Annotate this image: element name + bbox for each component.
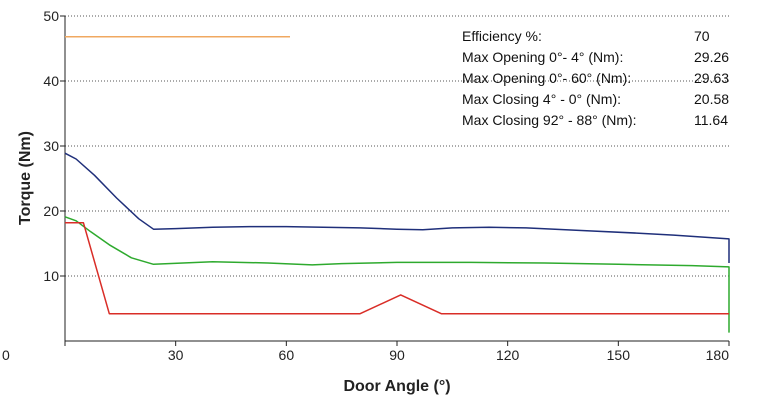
x-tick-label: 120 [496, 347, 520, 363]
stat-value: 29.63 [694, 70, 729, 86]
x-tick-label: 90 [389, 347, 405, 363]
y-tick-label: 20 [43, 203, 59, 219]
x-tick-label: 150 [607, 347, 631, 363]
y-axis-title: Torque (Nm) [17, 131, 34, 225]
series-line-3 [65, 221, 729, 315]
stats-table: Efficiency %: 70 Max Opening 0°- 4° (Nm): 2… [462, 28, 729, 128]
stat-value: 29.26 [694, 49, 729, 65]
stat-value: 20.58 [694, 91, 729, 107]
stat-label: Max Closing 4° - 0° (Nm): [462, 91, 621, 107]
y-tick-label: 30 [43, 138, 59, 154]
y-tick-labels: 10 20 30 40 50 [43, 8, 65, 284]
stat-label: Efficiency %: [462, 28, 542, 44]
axes [64, 16, 729, 342]
y-tick-label: 50 [43, 8, 59, 24]
x-tick-label: 180 [706, 347, 730, 363]
stat-label: Max Opening 0°- 60° (Nm): [462, 70, 631, 86]
y-tick-label: 10 [43, 268, 59, 284]
y-tick-label: 40 [43, 73, 59, 89]
stat-label: Max Opening 0°- 4° (Nm): [462, 49, 623, 65]
x-tick-labels: 0 30 60 90 120 150 180 [2, 341, 730, 363]
x-tick-label: 60 [279, 347, 295, 363]
x-tick-label: 0 [2, 347, 10, 363]
stat-value: 11.64 [694, 112, 728, 128]
x-tick-label: 30 [168, 347, 184, 363]
stat-label: Max Closing 92° - 88° (Nm): [462, 112, 637, 128]
series-lines [64, 36, 730, 333]
x-axis-title: Door Angle (°) [343, 378, 450, 395]
grid-lines [65, 15, 729, 277]
series-line-1 [64, 152, 730, 263]
stat-value: 70 [694, 28, 710, 44]
series-line-2 [64, 216, 730, 333]
